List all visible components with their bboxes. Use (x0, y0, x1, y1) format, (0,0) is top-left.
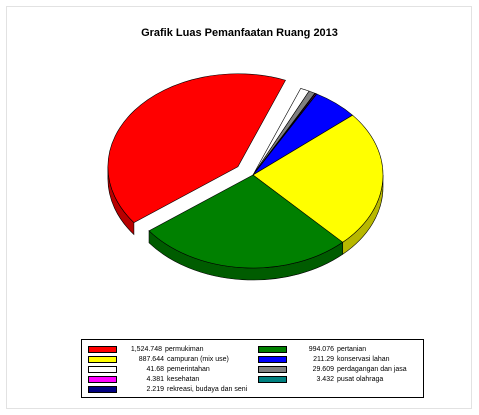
legend-swatch (88, 385, 117, 393)
pie-slice-pertanian (148, 174, 344, 269)
legend-item-pertanian: 994.076 pertanian (258, 344, 366, 354)
legend-label: 4.381 kesehatan (122, 375, 199, 384)
legend-value: 2.219 (146, 385, 164, 393)
legend-name: pertanian (337, 345, 367, 353)
pie-slice-permukiman (107, 73, 286, 223)
legend-label: 29.609 perdagangan dan jasa (292, 365, 407, 374)
legend-label: 887.644 campuran (mix use) (122, 355, 229, 364)
legend-name: pusat olahraga (337, 375, 384, 383)
legend-swatch (88, 365, 117, 373)
legend-item-pusat-olahraga: 3.432 pusat olahraga (258, 374, 383, 384)
chart-legend: 1,524.748 permukiman 994.076 pertanian 887.6… (81, 339, 424, 398)
legend-item-pemerintahan: 41.68 pemerintahan (88, 364, 210, 374)
legend-item-kesehatan: 4.381 kesehatan (88, 374, 199, 384)
legend-swatch (258, 365, 287, 373)
pie-slice-campuran-mix-use (252, 114, 384, 243)
legend-item-rekreasi-budaya-dan-seni: 2.219 rekreasi, budaya dan seni (88, 384, 247, 394)
legend-item-campuran-mix-use: 887.644 campuran (mix use) (88, 354, 229, 364)
legend-value: 994.076 (308, 345, 334, 353)
legend-value: 211.29 (313, 355, 334, 363)
legend-value: 1,524.748 (130, 345, 162, 353)
legend-item-permukiman: 1,524.748 permukiman (88, 344, 204, 354)
legend-swatch (88, 375, 117, 383)
legend-name: permukiman (165, 345, 204, 353)
legend-item-perdagangan-dan-jasa: 29.609 perdagangan dan jasa (258, 364, 407, 374)
legend-label: 211.29 konservasi lahan (292, 355, 390, 364)
legend-label: 994.076 pertanian (292, 345, 367, 354)
legend-swatch (88, 345, 117, 353)
legend-value: 4.381 (146, 375, 164, 383)
legend-label: 2.219 rekreasi, budaya dan seni (122, 385, 247, 394)
legend-label: 41.68 pemerintahan (122, 365, 210, 374)
legend-value: 41.68 (146, 365, 164, 373)
legend-name: rekreasi, budaya dan seni (167, 385, 248, 393)
legend-swatch (258, 355, 287, 363)
legend-name: kesehatan (167, 375, 200, 383)
legend-name: konservasi lahan (337, 355, 390, 363)
legend-value: 3.432 (316, 375, 334, 383)
legend-name: pemerintahan (167, 365, 210, 373)
legend-item-konservasi-lahan: 211.29 konservasi lahan (258, 354, 390, 364)
legend-label: 3.432 pusat olahraga (292, 375, 383, 384)
legend-label: 1,524.748 permukiman (122, 345, 204, 354)
legend-swatch (88, 355, 117, 363)
legend-value: 29.609 (312, 365, 334, 373)
legend-name: campuran (mix use) (167, 355, 229, 363)
legend-swatch (258, 345, 287, 353)
legend-value: 887.644 (138, 355, 164, 363)
legend-name: perdagangan dan jasa (337, 365, 407, 373)
legend-swatch (258, 375, 287, 383)
chart-title: Grafik Luas Pemanfaatan Ruang 2013 (141, 27, 338, 39)
